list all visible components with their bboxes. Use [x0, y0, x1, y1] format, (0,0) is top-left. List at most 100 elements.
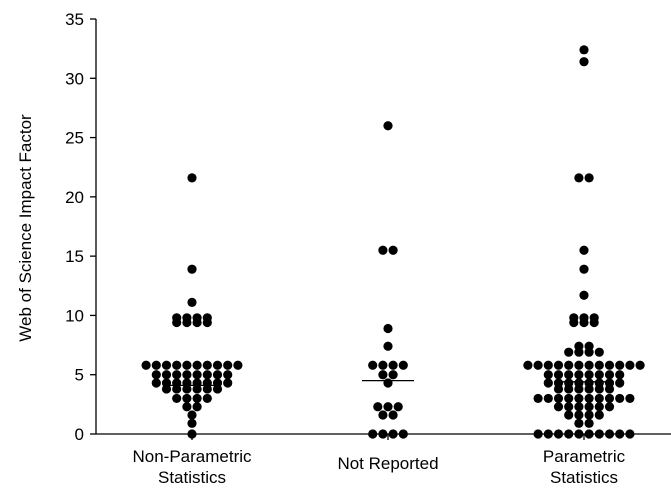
- data-point: [172, 370, 182, 380]
- data-point: [584, 410, 594, 420]
- data-point: [368, 429, 378, 439]
- data-point: [594, 429, 604, 439]
- data-point: [383, 402, 393, 412]
- data-point: [553, 384, 564, 394]
- data-point: [533, 393, 543, 404]
- data-point: [574, 418, 584, 428]
- data-point: [574, 393, 584, 404]
- data-point: [182, 393, 192, 404]
- data-point: [151, 378, 161, 388]
- data-point: [543, 360, 553, 370]
- data-point: [594, 347, 604, 357]
- x-axis-ticks: Non-Parametric Statistics Not Reported Para…: [132, 434, 626, 487]
- data-point: [378, 429, 388, 439]
- data-point: [161, 370, 172, 380]
- data-point: [625, 429, 635, 439]
- data-point: [398, 360, 408, 370]
- data-point: [202, 370, 212, 380]
- data-point: [615, 429, 625, 439]
- y-axis-label: Web of Science Impact Factor: [16, 114, 35, 342]
- data-point: [182, 360, 192, 370]
- data-point: [579, 57, 589, 67]
- data-point: [584, 393, 594, 404]
- data-point: [594, 393, 604, 404]
- data-point: [202, 393, 212, 404]
- data-point: [564, 360, 574, 370]
- data-point: [388, 429, 398, 439]
- data-point: [192, 393, 202, 404]
- y-tick-label: 10: [65, 306, 84, 325]
- data-point: [574, 360, 584, 370]
- data-point: [523, 360, 533, 370]
- data-point: [192, 384, 202, 394]
- data-point: [584, 402, 594, 412]
- data-point: [182, 384, 192, 394]
- data-point: [625, 393, 635, 404]
- data-point: [533, 360, 543, 370]
- data-point: [182, 317, 192, 328]
- data-point: [574, 370, 584, 380]
- data-point: [187, 429, 197, 439]
- data-point: [388, 370, 398, 380]
- data-point: [141, 360, 151, 370]
- data-point: [151, 370, 161, 380]
- data-points: [141, 45, 645, 439]
- data-point: [212, 360, 223, 370]
- median-lines: [166, 379, 610, 387]
- data-point: [192, 370, 202, 380]
- data-point: [212, 370, 223, 380]
- data-point: [383, 323, 393, 334]
- data-point: [594, 370, 604, 380]
- y-tick-label: 5: [75, 366, 84, 385]
- data-point: [594, 410, 604, 420]
- data-point: [182, 402, 192, 412]
- data-point: [584, 384, 594, 394]
- data-point: [615, 378, 625, 388]
- data-point: [569, 317, 579, 328]
- data-point: [574, 384, 584, 394]
- data-point: [393, 402, 403, 412]
- data-point: [388, 360, 398, 370]
- data-point: [594, 384, 604, 394]
- data-point: [574, 429, 584, 439]
- y-tick-label: 35: [65, 10, 84, 29]
- data-point: [543, 429, 553, 439]
- y-tick-label: 0: [75, 425, 84, 444]
- data-point: [161, 384, 172, 394]
- data-point: [574, 410, 584, 420]
- data-point: [564, 429, 574, 439]
- data-point: [383, 341, 393, 351]
- data-point: [564, 402, 574, 412]
- data-point: [378, 370, 388, 380]
- data-point: [579, 45, 589, 55]
- data-point: [584, 418, 594, 428]
- data-point: [604, 370, 615, 380]
- data-point: [553, 402, 564, 412]
- data-point: [604, 393, 615, 404]
- data-point: [574, 402, 584, 412]
- data-point: [584, 173, 594, 183]
- data-point: [604, 429, 615, 439]
- data-point: [383, 378, 393, 388]
- category-label: Non-Parametric: [132, 447, 252, 466]
- y-tick-label: 20: [65, 188, 84, 207]
- data-point: [604, 384, 615, 394]
- data-point: [615, 393, 625, 404]
- data-point: [579, 245, 589, 255]
- data-point: [589, 317, 599, 328]
- data-point: [172, 384, 182, 394]
- category-label: Not Reported: [337, 454, 438, 473]
- data-point: [635, 360, 645, 370]
- data-point: [388, 245, 398, 255]
- data-point: [584, 370, 594, 380]
- data-point: [584, 429, 594, 439]
- data-point: [553, 360, 564, 370]
- data-point: [553, 393, 564, 404]
- data-point: [187, 173, 197, 183]
- data-point: [584, 347, 594, 357]
- data-point: [579, 317, 589, 328]
- data-point: [187, 264, 197, 274]
- data-point: [543, 393, 553, 404]
- y-tick-label: 15: [65, 247, 84, 266]
- data-point: [172, 360, 182, 370]
